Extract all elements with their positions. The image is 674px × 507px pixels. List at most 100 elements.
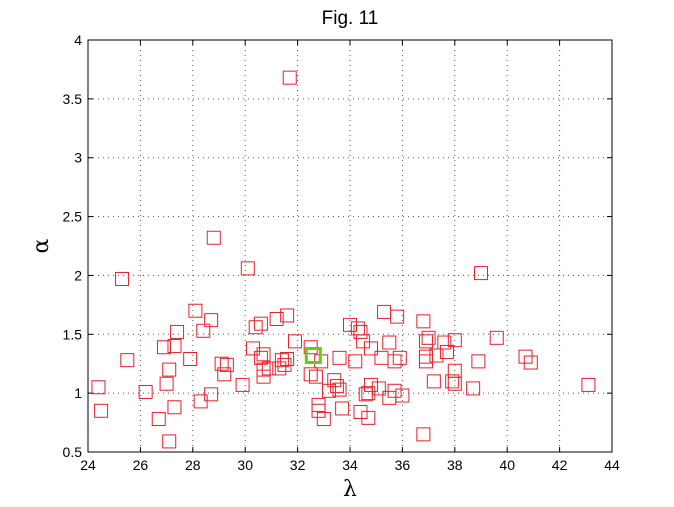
- x-tick-label: 40: [499, 457, 515, 473]
- y-tick-label: 1: [74, 385, 82, 401]
- scatter-point: [183, 352, 198, 367]
- scatter-point: [316, 412, 331, 427]
- x-tick-label: 28: [185, 457, 201, 473]
- scatter-point: [439, 344, 454, 359]
- y-tick-label: 0.5: [63, 444, 83, 460]
- scatter-point: [329, 379, 344, 394]
- scatter-point: [348, 354, 363, 369]
- x-tick-label: 44: [604, 457, 620, 473]
- scatter-point: [248, 320, 263, 335]
- main-series: [91, 70, 596, 449]
- scatter-point: [350, 321, 365, 336]
- scatter-point: [311, 403, 326, 418]
- scatter-point: [193, 394, 208, 409]
- x-tick-label: 24: [80, 457, 96, 473]
- scatter-point: [167, 400, 182, 415]
- scatter-point: [162, 434, 177, 449]
- scatter-point: [445, 374, 460, 389]
- y-tick-label: 3.5: [63, 91, 83, 107]
- scatter-point: [204, 387, 219, 402]
- y-tick-label: 2: [74, 267, 82, 283]
- scatter-point: [256, 362, 271, 377]
- scatter-point: [214, 356, 229, 371]
- grid-lines: [88, 40, 612, 452]
- x-tick-label: 34: [342, 457, 358, 473]
- scatter-point: [418, 354, 433, 369]
- scatter-point: [167, 339, 182, 354]
- x-tick-label: 30: [237, 457, 253, 473]
- scatter-point: [274, 353, 289, 368]
- scatter-point: [115, 271, 130, 286]
- scatter-point: [361, 410, 376, 425]
- x-axis-label: λ: [343, 477, 357, 502]
- scatter-point: [447, 333, 462, 348]
- scatter-point: [303, 367, 318, 382]
- scatter-point: [151, 412, 166, 427]
- y-tick-label: 1.5: [63, 326, 83, 342]
- scatter-point: [91, 380, 106, 395]
- scatter-point: [280, 352, 295, 367]
- scatter-point: [358, 387, 373, 402]
- tick-labels: 24 26 28 30 32 34 36 38 40 42 44 0.5 1 1.5 2 2.5 3 3.5 4: [63, 32, 620, 473]
- scatter-point: [374, 350, 389, 365]
- scatter-point: [308, 369, 323, 384]
- scatter-point: [235, 377, 250, 392]
- y-tick-label: 4: [74, 32, 82, 48]
- scatter-point: [363, 377, 378, 392]
- scatter-point: [523, 355, 538, 370]
- scatter-point: [332, 350, 347, 365]
- scatter-point: [162, 362, 177, 377]
- x-tick-label: 42: [552, 457, 568, 473]
- scatter-point: [356, 334, 371, 349]
- scatter-point: [246, 341, 261, 356]
- scatter-point: [429, 348, 444, 363]
- scatter-point: [363, 341, 378, 356]
- scatter-point: [272, 361, 287, 376]
- scatter-point: [489, 330, 504, 345]
- scatter-point: [256, 347, 271, 362]
- scatter-point: [377, 304, 392, 319]
- scatter-point: [327, 373, 342, 388]
- x-tick-label: 26: [133, 457, 149, 473]
- scatter-point: [387, 354, 402, 369]
- scatter-point: [217, 367, 232, 382]
- scatter-point: [159, 376, 174, 391]
- y-tick-label: 3: [74, 150, 82, 166]
- scatter-point: [418, 349, 433, 364]
- x-tick-label: 36: [395, 457, 411, 473]
- scatter-point: [392, 350, 407, 365]
- scatter-point: [311, 397, 326, 412]
- highlight-point: [304, 346, 322, 364]
- scatter-point: [322, 383, 337, 398]
- scatter-point: [188, 303, 203, 318]
- scatter-point: [390, 309, 405, 324]
- scatter-point: [335, 401, 350, 416]
- scatter-point: [418, 334, 433, 349]
- scatter-point: [581, 377, 596, 392]
- scatter-point: [332, 382, 347, 397]
- x-tick-label: 32: [290, 457, 306, 473]
- scatter-point: [447, 376, 462, 391]
- scatter-point: [253, 316, 268, 331]
- scatter-point: [277, 357, 292, 372]
- chart-title: Fig. 11: [322, 8, 379, 29]
- scatter-point: [437, 335, 452, 350]
- scatter-point: [343, 317, 357, 332]
- scatter-point: [138, 384, 153, 399]
- scatter-point: [518, 349, 533, 364]
- scatter-point: [282, 70, 297, 85]
- scatter-point: [471, 354, 486, 369]
- scatter-point: [196, 323, 211, 338]
- scatter-point: [421, 330, 436, 345]
- scatter-point: [353, 324, 368, 339]
- scatter-point: [240, 261, 255, 276]
- scatter-point: [269, 311, 284, 326]
- scatter-point: [353, 404, 368, 419]
- scatter-point: [395, 388, 410, 403]
- scatter-point: [371, 381, 386, 396]
- scatter-point: [256, 369, 271, 384]
- scatter-point: [253, 350, 268, 365]
- scatter-point: [280, 308, 295, 323]
- scatter-point: [361, 386, 376, 401]
